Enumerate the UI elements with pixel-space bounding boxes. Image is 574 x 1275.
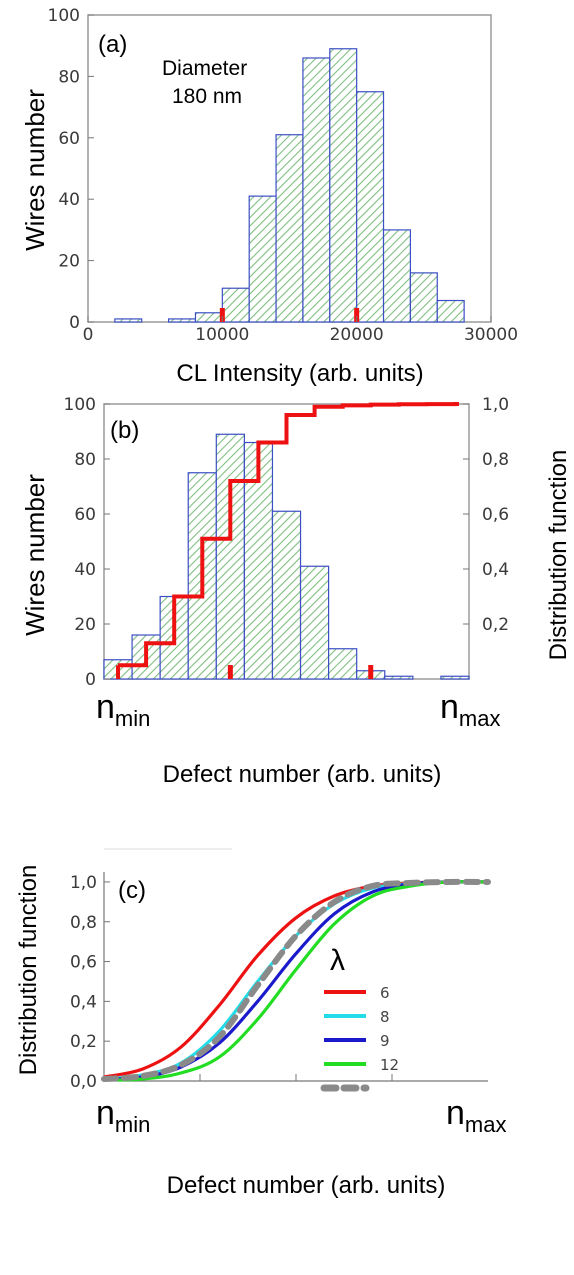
panel-b-bar: [328, 648, 358, 680]
panel-c-xmin-sub: min: [115, 1112, 150, 1137]
panel-c-y-tick-label: 0,4: [70, 992, 97, 1012]
panel-a-bar: [168, 318, 197, 323]
panel-b-y-tick-label: 20: [74, 615, 96, 635]
panel-c-xmax-label: nmax: [446, 1094, 506, 1137]
panel-a-bar: [356, 91, 385, 323]
panel-b-y-tick-label-right: 0,4: [482, 560, 509, 580]
panel-b-xmax-sub: max: [459, 706, 501, 731]
panel-a-x-tick-label: 10000: [195, 325, 249, 345]
panel-a-xlabel: CL Intensity (arb. units): [176, 360, 423, 387]
panel-a-annotation-line2: 180 nm: [172, 85, 242, 108]
panel-b-bar: [299, 565, 330, 680]
panel-b-ticks: 0 20 40 60 80 100 0,2 0,4 0,6 0,8 1,0: [64, 395, 510, 690]
panel-b-cumulative: [116, 402, 459, 679]
panel-a-red-marker: [354, 308, 360, 322]
panel-c-y-tick-label: 0,6: [70, 953, 97, 973]
panel-c-legend-label: 8: [380, 1008, 390, 1026]
panel-a-bar: [409, 272, 438, 323]
panel-b-ylabel-right: Distribution function: [545, 450, 572, 661]
panel-c-curves: [101, 878, 491, 1082]
panel-b-xmin-sub: min: [115, 706, 150, 731]
panel-b-bar: [271, 510, 302, 680]
panel-c-curve-12: [103, 880, 489, 1082]
panel-a-bar: [194, 312, 223, 323]
panel-a-markers: [219, 308, 360, 322]
panel-a-annotation-line1: Diameter: [162, 57, 247, 80]
panel-a-bar: [302, 57, 331, 323]
panel-a-bar: [221, 287, 250, 323]
panel-a-x-tick-label: 30000: [464, 325, 518, 345]
panel-c-ylabel: Distribution function: [15, 865, 42, 1076]
panel-c-legend-label: 6: [380, 984, 390, 1002]
panel-c-y-tick-label: 1,0: [70, 873, 97, 893]
panel-a-bar: [248, 195, 277, 323]
panel-b-y-tick-label: 60: [74, 505, 96, 525]
panel-b-step-line: [118, 402, 459, 668]
panel-a-bar: [275, 134, 304, 323]
panel-c-curve-dashed: [101, 878, 491, 1082]
panel-c-legend-label: 9: [380, 1032, 390, 1050]
panel-b-y-tick-label-right: 0,6: [482, 505, 509, 525]
panel-b-y-tick-label: 80: [74, 450, 96, 470]
panel-b-red-marker: [227, 665, 233, 679]
panel-b-xmax-base: n: [440, 688, 459, 726]
panel-b-xmin-label: nmin: [96, 688, 150, 731]
panel-a-label: (a): [98, 31, 127, 58]
panel-a-red-marker: [219, 308, 225, 322]
panel-c-curve-8: [103, 880, 489, 1081]
panel-c-ticks: 0,0 0,2 0,4 0,6 0,8 1,0: [70, 873, 393, 1092]
panel-b-y-tick-label: 0: [85, 670, 96, 690]
panel-c-curve-6: [103, 880, 489, 1079]
panel-c-curve-9: [103, 880, 489, 1081]
panel-a-ticks: 0 10000 20000 30000 0 20 40 60 80 100: [48, 6, 519, 345]
panel-c-xmin-base: n: [96, 1094, 115, 1132]
panel-a-bar: [436, 299, 465, 323]
panel-b-xmax-label: nmax: [440, 688, 500, 731]
panel-c-xmax-base: n: [446, 1094, 465, 1132]
panel-b: 0 20 40 60 80 100 0,2 0,4 0,6 0,8 1,0 (b) Wires nu…: [20, 395, 572, 788]
panel-b-xmin-base: n: [96, 688, 115, 726]
panel-b-label: (b): [110, 417, 139, 444]
panel-c-y-tick-label: 0,2: [70, 1032, 97, 1052]
panel-a-y-tick-label: 20: [58, 252, 80, 272]
panel-b-y-tick-label: 100: [64, 395, 96, 415]
panel-b-y-tick-label-right: 0,8: [482, 450, 509, 470]
panel-a-y-tick-label: 0: [69, 313, 80, 333]
panel-a-y-tick-label: 80: [58, 67, 80, 87]
panel-b-y-tick-label-right: 1,0: [482, 395, 509, 415]
panel-a-ylabel: Wires number: [20, 89, 50, 251]
panel-c-xmax-sub: max: [465, 1112, 507, 1137]
panel-a-bar: [329, 48, 358, 323]
panel-c: 0,0 0,2 0,4 0,6 0,8 1,0 6 8 9 12 (c) λ Distribut…: [15, 848, 506, 1199]
panel-b-bar: [215, 433, 245, 680]
panel-a: 0 10000 20000 30000 0 20 40 60 80 100 (a) Diamete…: [20, 6, 518, 387]
panel-c-y-tick-label: 0,0: [70, 1072, 97, 1092]
panel-c-xlabel: Defect number (arb. units): [167, 1172, 446, 1199]
panel-b-xlabel: Defect number (arb. units): [163, 761, 442, 788]
panel-b-y-tick-label: 40: [74, 560, 96, 580]
panel-c-y-tick-label: 0,8: [70, 913, 97, 933]
panel-b-markers: [227, 665, 374, 679]
panel-b-ylabel: Wires number: [20, 474, 50, 636]
panel-a-y-tick-label: 40: [58, 190, 80, 210]
panel-a-bar: [114, 318, 143, 323]
panel-b-red-marker: [368, 665, 374, 679]
panel-a-y-tick-label: 100: [48, 6, 80, 26]
panel-a-y-tick-label: 60: [58, 129, 80, 149]
panel-c-xmin-label: nmin: [96, 1094, 150, 1137]
panel-a-bar: [382, 229, 411, 323]
panel-c-legend-title: λ: [330, 944, 345, 977]
panel-a-x-tick-label: 0: [83, 325, 94, 345]
panel-a-bars: [114, 48, 465, 323]
panel-c-legend: 6 8 9 12: [320, 984, 399, 1092]
panel-b-bar: [440, 675, 470, 680]
panel-b-bar: [384, 675, 414, 680]
panel-a-x-tick-label: 20000: [330, 325, 384, 345]
panel-b-bars: [103, 433, 470, 680]
panel-b-y-tick-label-right: 0,2: [482, 615, 509, 635]
panel-c-legend-label: 12: [380, 1056, 399, 1074]
panel-c-label: (c): [118, 877, 146, 904]
